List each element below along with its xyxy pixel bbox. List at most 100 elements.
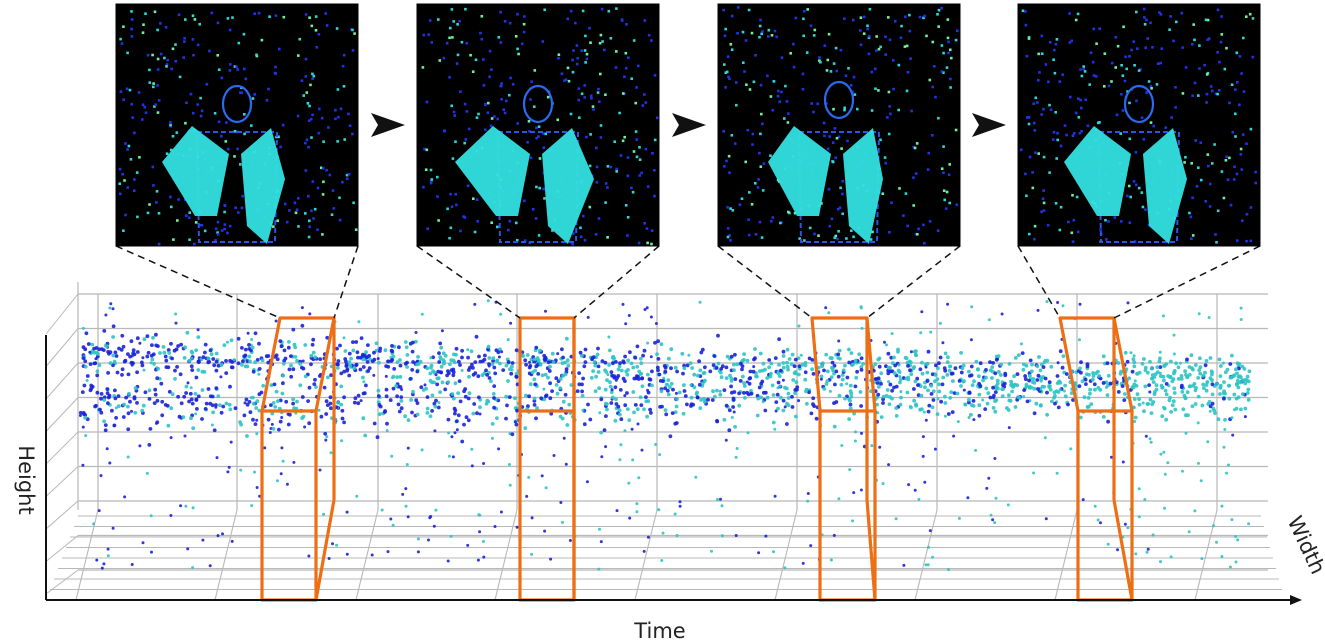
event-point — [669, 366, 673, 371]
event-point — [193, 392, 198, 396]
event-point — [1221, 361, 1225, 365]
noise-pixel — [1031, 186, 1035, 190]
event-point — [1056, 301, 1060, 304]
event-point — [735, 362, 740, 367]
event-point — [395, 360, 400, 364]
noise-pixel — [1152, 124, 1155, 128]
event-point — [425, 411, 430, 415]
event-point — [1218, 392, 1222, 396]
event-point — [399, 406, 404, 411]
event-point — [466, 418, 471, 423]
noise-pixel — [619, 154, 623, 157]
event-point — [99, 396, 103, 401]
event-point — [646, 372, 650, 377]
event-point — [732, 410, 736, 414]
noise-pixel — [1092, 74, 1096, 77]
event-point — [523, 358, 528, 363]
head-outline — [1123, 84, 1155, 124]
noise-pixel — [347, 173, 351, 176]
event-point — [729, 354, 734, 359]
noise-pixel — [164, 26, 168, 29]
event-point — [98, 407, 102, 412]
event-point — [132, 352, 137, 357]
noise-pixel — [1065, 133, 1068, 137]
event-point — [504, 363, 509, 368]
noise-pixel — [522, 30, 526, 34]
slice-top-face — [810, 316, 877, 412]
event-point — [860, 431, 863, 435]
noise-pixel — [427, 33, 430, 36]
noise-pixel — [469, 53, 472, 57]
noise-pixel — [823, 44, 827, 47]
event-point — [554, 376, 559, 381]
event-point — [227, 465, 231, 469]
noise-pixel — [569, 9, 573, 13]
left-hand-blob — [1064, 126, 1131, 216]
grid-line — [45, 328, 79, 367]
noise-pixel — [1055, 38, 1059, 41]
noise-pixel — [609, 165, 613, 169]
event-point — [318, 468, 322, 472]
noise-pixel — [480, 37, 484, 41]
event-point — [429, 356, 433, 360]
event-point — [630, 427, 634, 431]
noise-pixel — [274, 72, 277, 75]
noise-pixel — [451, 157, 455, 160]
event-point — [275, 357, 280, 362]
event-point — [227, 402, 232, 407]
event-point — [419, 385, 424, 390]
noise-pixel — [1241, 219, 1244, 222]
noise-pixel — [802, 17, 805, 21]
event-point — [307, 421, 312, 426]
event-point — [659, 389, 664, 394]
noise-pixel — [496, 225, 499, 229]
event-point — [732, 362, 736, 367]
noise-pixel — [226, 231, 229, 235]
event-point — [277, 427, 281, 432]
event-point — [81, 463, 85, 467]
noise-pixel — [1172, 39, 1175, 43]
event-point — [228, 407, 233, 412]
event-point — [1134, 384, 1139, 388]
noise-pixel — [624, 51, 628, 55]
noise-pixel — [188, 211, 191, 214]
event-point — [1144, 434, 1148, 438]
noise-pixel — [1133, 64, 1136, 67]
event-point — [208, 564, 212, 568]
noise-pixel — [505, 99, 508, 103]
event-point — [274, 389, 279, 394]
noise-pixel — [585, 57, 589, 61]
event-point — [611, 361, 615, 366]
event-point — [470, 464, 474, 468]
event-point — [962, 388, 966, 392]
noise-pixel — [830, 217, 834, 221]
event-point — [722, 388, 727, 392]
event-point — [1017, 396, 1022, 400]
noise-pixel — [751, 143, 754, 146]
event-point — [890, 388, 894, 393]
noise-pixel — [950, 56, 953, 60]
event-point — [314, 385, 318, 389]
event-point — [405, 463, 409, 466]
noise-pixel — [312, 74, 316, 78]
event-point — [80, 390, 85, 394]
noise-pixel — [351, 132, 354, 136]
event-point — [631, 390, 636, 394]
noise-pixel — [533, 105, 536, 108]
noise-pixel — [859, 16, 863, 19]
event-point — [384, 394, 389, 399]
noise-pixel — [1181, 92, 1185, 95]
event-point — [133, 410, 138, 415]
event-point — [184, 504, 188, 508]
event-point — [695, 395, 700, 400]
event-point — [657, 372, 662, 377]
noise-pixel — [905, 89, 909, 93]
noise-pixel — [1181, 46, 1184, 49]
noise-pixel — [240, 206, 244, 210]
event-point — [623, 394, 627, 398]
noise-pixel — [626, 174, 630, 178]
event-point — [1243, 406, 1248, 411]
event-point — [602, 428, 607, 432]
event-point — [186, 381, 190, 385]
event-point — [885, 343, 888, 347]
